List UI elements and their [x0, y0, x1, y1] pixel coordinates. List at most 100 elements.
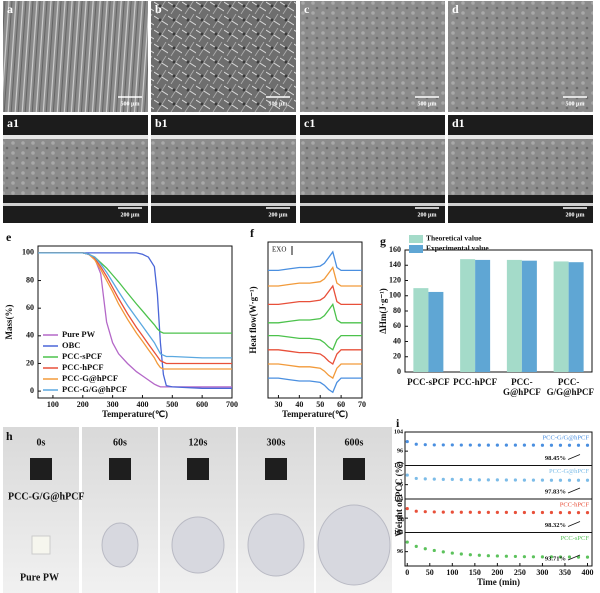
data-point: [459, 510, 463, 514]
data-point: [513, 510, 517, 515]
data-point: [531, 443, 536, 447]
data-point: [432, 510, 436, 514]
data-point: [486, 554, 490, 558]
x-tick-label: 150: [469, 568, 481, 577]
scale-bar-label: 500 μm: [121, 101, 140, 107]
data-point: [522, 510, 527, 515]
x-tick-label: 0: [405, 568, 409, 577]
data-point: [441, 477, 445, 481]
x-tick-label: 350: [559, 568, 571, 577]
legend-label: PCC-hPCF: [62, 362, 104, 372]
data-point: [468, 443, 472, 447]
data-point: [486, 443, 490, 447]
data-point: [549, 555, 554, 559]
time-label: 0s: [37, 437, 46, 448]
data-point: [549, 443, 554, 447]
data-point: [513, 478, 517, 482]
y-tick-label: 40: [26, 331, 34, 340]
annotation-arrow: [567, 521, 581, 527]
time-label: 60s: [113, 437, 127, 448]
data-point: [531, 478, 536, 482]
sem-edge: [3, 135, 148, 139]
sem-layer: [151, 137, 296, 195]
panel-label: a: [7, 2, 13, 16]
legend-label: PCC-G@hPCF: [62, 373, 118, 383]
annotation-arrow: [567, 454, 581, 460]
sample-square: [343, 458, 365, 480]
scale-bar-label: 500 μm: [566, 101, 585, 107]
data-point: [576, 443, 581, 447]
y-tick-label: 96: [397, 549, 403, 555]
data-point: [477, 443, 481, 447]
data-point: [540, 443, 545, 447]
data-point: [585, 443, 590, 447]
plot-frame: [37, 245, 233, 399]
x-tick-label: 500: [166, 400, 178, 409]
data-point: [450, 551, 454, 555]
panel-label: d: [452, 2, 459, 16]
series-line: [268, 250, 362, 272]
y-tick-label: 60: [26, 303, 34, 312]
data-point: [405, 439, 409, 444]
data-point: [468, 510, 472, 514]
y-tick-label: 104: [394, 429, 403, 435]
y-tick-label: 104: [394, 463, 403, 469]
legend-label: PCC-G/G@hPCF: [62, 384, 127, 394]
data-point: [522, 478, 527, 482]
sem-edge: [3, 203, 148, 206]
legend-swatch: [409, 235, 423, 243]
legend-label: PCC-sPCF: [62, 351, 102, 361]
data-point: [567, 443, 572, 447]
series-line: [268, 377, 362, 394]
x-axis-label: Temperature(℃): [102, 409, 168, 419]
sample-square: [109, 458, 131, 480]
data-point: [558, 555, 563, 559]
y-tick-label: 80: [26, 275, 34, 284]
sem-image: [300, 1, 445, 112]
annotation: 98.32%: [545, 522, 566, 529]
panel-label: b1: [155, 116, 168, 130]
legend-label: Theoretical value: [426, 234, 482, 243]
time-label: 600s: [345, 437, 364, 448]
data-point: [504, 443, 508, 447]
sem-image: [3, 1, 148, 112]
melted-sample: [317, 504, 391, 586]
data-point: [405, 540, 409, 544]
data-point: [423, 443, 427, 447]
data-point: [432, 443, 436, 447]
photo-panel: 0s 60s 120s 300s 600s h PCC-G/G@hPCF Pure PW: [3, 427, 392, 593]
sem-edge: [448, 135, 593, 139]
series-label: PCC-G@hPCF: [549, 468, 589, 475]
data-point: [468, 478, 472, 482]
data-point: [504, 554, 508, 558]
panel-label: g: [380, 234, 386, 248]
x-tick-label: 40: [295, 400, 303, 409]
annotation: EXO: [272, 246, 286, 254]
x-tick-label: 300: [536, 568, 548, 577]
x-tick-label: 300: [107, 400, 119, 409]
data-point: [468, 553, 472, 557]
sem-layer: [300, 137, 445, 195]
y-tick-label: 120: [389, 275, 401, 284]
data-point: [585, 478, 590, 482]
sample-square: [187, 458, 209, 480]
sem-edge: [300, 203, 445, 206]
series-line: [268, 363, 362, 380]
data-point: [459, 478, 463, 482]
data-point: [414, 509, 418, 513]
data-point: [450, 443, 454, 447]
data-point: [504, 478, 508, 482]
data-point: [531, 510, 536, 515]
sem-image: [448, 1, 593, 112]
sem-panels: a 500 μm b 500 μm c 500 μm d 500 μm a1 200 μm b1 20…: [3, 1, 593, 223]
sem-layer: [448, 137, 593, 195]
time-label: 120s: [189, 437, 208, 448]
bar: [553, 261, 569, 372]
data-point: [459, 443, 463, 447]
y-tick-label: 104: [394, 530, 403, 536]
series-line: [268, 284, 362, 306]
data-point: [495, 443, 499, 447]
melted-sample: [171, 516, 225, 574]
data-point: [504, 510, 508, 514]
y-axis-label: Mass(%): [4, 305, 14, 340]
